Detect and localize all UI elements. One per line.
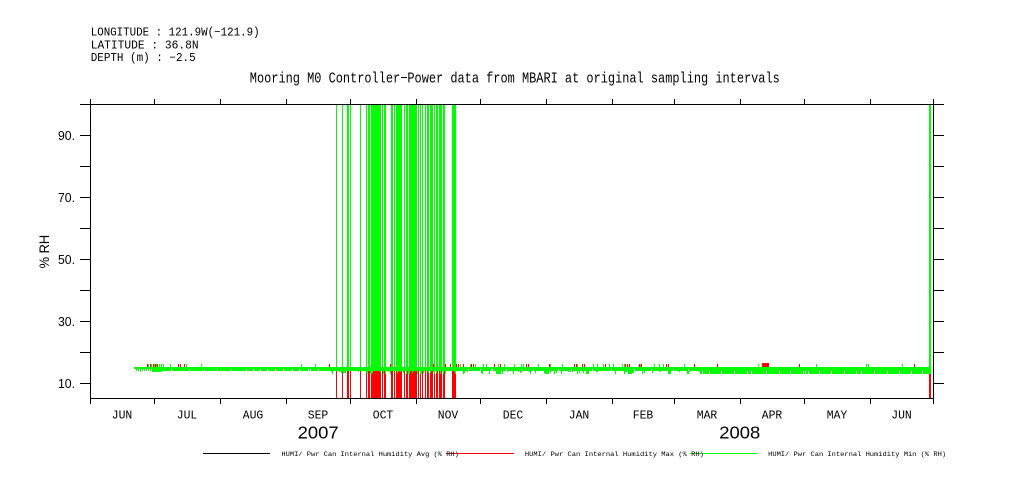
svg-text:SEP: SEP <box>308 409 329 423</box>
svg-text:HUMI/ Pwr Can Internal Humidit: HUMI/ Pwr Can Internal Humidity Avg (% R… <box>281 451 459 459</box>
svg-text:LATITUDE : 36.8N: LATITUDE : 36.8N <box>91 39 199 52</box>
svg-text:2008: 2008 <box>719 422 760 442</box>
svg-text:HUMI/ Pwr Can Internal Humidit: HUMI/ Pwr Can Internal Humidity Max (% R… <box>525 451 704 459</box>
svg-text:FEB: FEB <box>633 409 654 423</box>
svg-text:JUN: JUN <box>112 409 133 423</box>
svg-text:2007: 2007 <box>298 422 339 442</box>
svg-text:HUMI/ Pwr Can Internal Humidit: HUMI/ Pwr Can Internal Humidity Min (% R… <box>768 451 946 459</box>
svg-text:10.: 10. <box>58 377 75 391</box>
svg-text:Mooring M0 Controller−Power da: Mooring M0 Controller−Power data from MB… <box>250 70 780 87</box>
svg-text:JAN: JAN <box>569 409 590 423</box>
svg-text:DEC: DEC <box>503 409 524 423</box>
svg-text:OCT: OCT <box>373 409 394 423</box>
svg-text:70.: 70. <box>58 191 75 205</box>
svg-text:% RH: % RH <box>36 235 52 269</box>
svg-text:APR: APR <box>762 409 783 423</box>
svg-text:NOV: NOV <box>438 409 459 423</box>
svg-text:MAR: MAR <box>697 409 718 423</box>
svg-text:90.: 90. <box>58 129 75 143</box>
svg-text:50.: 50. <box>58 253 75 267</box>
svg-text:JUN: JUN <box>891 409 912 423</box>
svg-text:MAY: MAY <box>827 409 848 423</box>
svg-text:DEPTH (m) : −2.5: DEPTH (m) : −2.5 <box>91 52 196 65</box>
svg-text:LONGITUDE : 121.9W(−121.9): LONGITUDE : 121.9W(−121.9) <box>91 26 260 39</box>
svg-text:JUL: JUL <box>177 409 198 423</box>
svg-text:30.: 30. <box>58 315 75 329</box>
svg-text:AUG: AUG <box>243 409 264 423</box>
